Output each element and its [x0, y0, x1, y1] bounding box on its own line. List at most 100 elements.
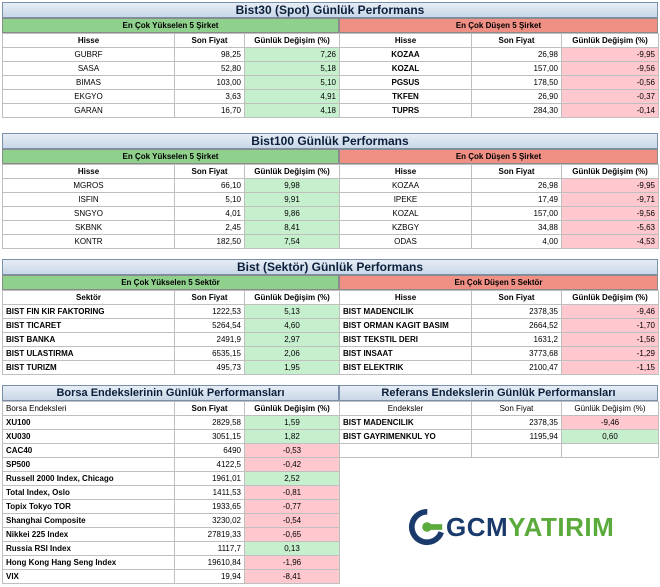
stock-price: 2,45 — [174, 220, 245, 235]
stock-name: KZBGY — [339, 220, 472, 235]
stock-name: SKBNK — [2, 220, 175, 235]
bist100-up-table: Hisse Son Fiyat Günlük Değişim (%) MGROS… — [2, 164, 340, 249]
col-header: Günlük Değişim (%) — [561, 164, 659, 179]
stock-change: -0,14 — [561, 103, 659, 118]
sector-price: 2100,47 — [471, 360, 562, 375]
stock-name: BIMAS — [2, 75, 175, 90]
index-change: 0,60 — [561, 429, 659, 444]
col-header: Günlük Değişim (%) — [561, 33, 659, 48]
index-change: 1,59 — [244, 415, 340, 430]
sector-name: BIST ORMAN KAGIT BASIM — [339, 318, 472, 333]
referans-panel: Referans Endekslerin Günlük Performansla… — [339, 385, 659, 458]
index-change: 0,13 — [244, 541, 340, 556]
col-header: Son Fiyat — [174, 290, 245, 305]
stock-name: TKFEN — [339, 89, 472, 104]
table-row: GUBRF 98,25 7,26 — [2, 47, 340, 62]
stock-name: ODAS — [339, 234, 472, 249]
sector-up-panel: En Çok Yükselen 5 Sektör Sektör Son Fiya… — [2, 275, 340, 375]
index-name: Total Index, Oslo — [2, 485, 175, 500]
table-header-row: Sektör Son Fiyat Günlük Değişim (%) — [2, 290, 340, 305]
table-row: BIST ELEKTRIK 2100,47 -1,15 — [339, 360, 659, 375]
stock-price: 157,00 — [471, 61, 562, 76]
stock-price: 34,88 — [471, 220, 562, 235]
table-row: BIST TEKSTIL DERI 1631,2 -1,56 — [339, 332, 659, 347]
col-header: Son Fiyat — [471, 164, 562, 179]
index-change: -0,42 — [244, 457, 340, 472]
index-price: 3230,02 — [174, 513, 245, 528]
index-name: Nikkei 225 Index — [2, 527, 175, 542]
table-row: Russell 2000 Index, Chicago 1961,01 2,52 — [2, 471, 340, 486]
table-row: Nikkei 225 Index 27819,33 -0,65 — [2, 527, 340, 542]
stock-price: 98,25 — [174, 47, 245, 62]
table-row: EKGYO 3,63 4,91 — [2, 89, 340, 104]
col-header: Günlük Değişim (%) — [244, 164, 340, 179]
col-header: Son Fiyat — [174, 401, 245, 416]
stock-price: 284,30 — [471, 103, 562, 118]
index-price: 4122,5 — [174, 457, 245, 472]
bist30-up-table: Hisse Son Fiyat Günlük Değişim (%) GUBRF… — [2, 33, 340, 118]
col-header: Son Fiyat — [174, 164, 245, 179]
stock-name: KOZAL — [339, 206, 472, 221]
sector-name: BIST TURIZM — [2, 360, 175, 375]
col-header: Son Fiyat — [471, 401, 562, 416]
stock-price: 4,00 — [471, 234, 562, 249]
referans-table: Endeksler Son Fiyat Günlük Değişim (%) B… — [339, 401, 659, 458]
index-price: 19610,84 — [174, 555, 245, 570]
table-row: ODAS 4,00 -4,53 — [339, 234, 659, 249]
stock-change: -9,71 — [561, 192, 659, 207]
bist100-up-title: En Çok Yükselen 5 Şirket — [2, 149, 339, 164]
stock-price: 26,98 — [471, 178, 562, 193]
stock-name: GUBRF — [2, 47, 175, 62]
stock-change: 9,86 — [244, 206, 340, 221]
stock-change: -0,56 — [561, 75, 659, 90]
col-header: Son Fiyat — [471, 33, 562, 48]
sector-up-title: En Çok Yükselen 5 Sektör — [2, 275, 339, 290]
index-change: 2,52 — [244, 471, 340, 486]
index-name: BIST MADENCILIK — [339, 415, 472, 430]
sector-down-table: Hisse Son Fiyat Günlük Değişim (%) BIST … — [339, 290, 659, 375]
index-change: -0,77 — [244, 499, 340, 514]
table-row: BIMAS 103,00 5,10 — [2, 75, 340, 90]
stock-price: 5,10 — [174, 192, 245, 207]
sector-price: 6535,15 — [174, 346, 245, 361]
bist30-down-title: En Çok Düşen 5 Şirket — [339, 18, 658, 33]
col-header: Günlük Değişim (%) — [244, 290, 340, 305]
stock-name: KOZAL — [339, 61, 472, 76]
stock-price: 157,00 — [471, 206, 562, 221]
index-name: Russell 2000 Index, Chicago — [2, 471, 175, 486]
sector-change: 4,60 — [244, 318, 340, 333]
sector-down-title: En Çok Düşen 5 Sektör — [339, 275, 658, 290]
stock-price: 66,10 — [174, 178, 245, 193]
table-row: BIST MADENCILIK 2378,35 -9,46 — [339, 415, 659, 430]
sector-change: 2,97 — [244, 332, 340, 347]
col-header: Hisse — [339, 33, 472, 48]
table-header-row: Endeksler Son Fiyat Günlük Değişim (%) — [339, 401, 659, 416]
stock-change: -9,56 — [561, 61, 659, 76]
col-header: Borsa Endeksleri — [2, 401, 175, 416]
bist100-down-title: En Çok Düşen 5 Şirket — [339, 149, 658, 164]
table-header-row: Borsa Endeksleri Son Fiyat Günlük Değişi… — [2, 401, 340, 416]
index-price: 27819,33 — [174, 527, 245, 542]
stock-name: GARAN — [2, 103, 175, 118]
index-price: 1961,01 — [174, 471, 245, 486]
index-change: -0,65 — [244, 527, 340, 542]
bist30-section: Bist30 (Spot) Günlük Performans En Çok Y… — [2, 2, 659, 120]
col-header: Son Fiyat — [174, 33, 245, 48]
index-name: XU030 — [2, 429, 175, 444]
stock-change: -0,37 — [561, 89, 659, 104]
table-row: BIST INSAAT 3773,68 -1,29 — [339, 346, 659, 361]
table-row: IPEKE 17,49 -9,71 — [339, 192, 659, 207]
table-row: CAC40 6490 -0,53 — [2, 443, 340, 458]
bist30-up-panel: En Çok Yükselen 5 Şirket Hisse Son Fiyat… — [2, 18, 340, 118]
bist100-section: Bist100 Günlük Performans En Çok Yüksele… — [2, 133, 659, 251]
stock-change: -9,95 — [561, 47, 659, 62]
stock-price: 4,01 — [174, 206, 245, 221]
col-header: Sektör — [2, 290, 175, 305]
stock-change: 5,10 — [244, 75, 340, 90]
stock-name: TUPRS — [339, 103, 472, 118]
bist100-down-table: Hisse Son Fiyat Günlük Değişim (%) KOZAA… — [339, 164, 659, 249]
empty-cell — [339, 443, 472, 458]
stock-change: 4,18 — [244, 103, 340, 118]
stock-change: 5,18 — [244, 61, 340, 76]
bist100-down-panel: En Çok Düşen 5 Şirket Hisse Son Fiyat Gü… — [339, 149, 659, 249]
